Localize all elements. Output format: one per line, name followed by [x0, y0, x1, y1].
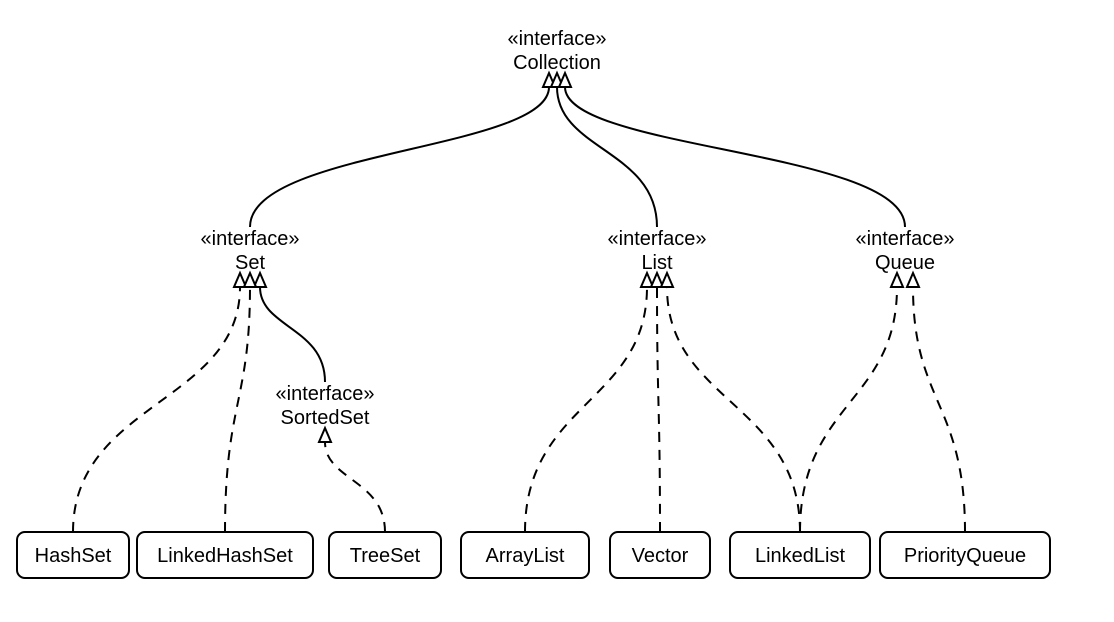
- class-PriorityQueue: PriorityQueue: [880, 532, 1050, 578]
- interface-name: Collection: [513, 52, 601, 74]
- class-LinkedHashSet: LinkedHashSet: [137, 532, 313, 578]
- edges: [73, 73, 965, 532]
- stereotype-label: «interface»: [276, 383, 375, 405]
- edge-LinkedHashSet-to-Set: [225, 287, 250, 532]
- edge-PriorityQueue-to-Queue: [913, 287, 965, 532]
- arrowhead: [661, 273, 673, 287]
- class-name: HashSet: [35, 545, 112, 567]
- edge-List-to-Collection: [557, 87, 657, 227]
- interface-name: List: [641, 252, 673, 274]
- interface-SortedSet: «interface»SortedSet: [276, 383, 375, 429]
- class-name: ArrayList: [486, 545, 565, 567]
- interface-name: Queue: [875, 252, 935, 274]
- stereotype-label: «interface»: [508, 28, 607, 50]
- edge-LinkedList-to-List: [667, 287, 800, 532]
- class-Vector: Vector: [610, 532, 710, 578]
- class-name: LinkedHashSet: [157, 545, 293, 567]
- collection-hierarchy-diagram: «interface»Collection«interface»Set«inte…: [0, 0, 1114, 622]
- interface-name: Set: [235, 252, 265, 274]
- interface-name: SortedSet: [281, 407, 370, 429]
- interfaces: «interface»Collection«interface»Set«inte…: [201, 28, 955, 429]
- arrowhead: [891, 273, 903, 287]
- class-name: LinkedList: [755, 545, 846, 567]
- class-ArrayList: ArrayList: [461, 532, 589, 578]
- edge-SortedSet-to-Set: [260, 287, 325, 382]
- interface-Queue: «interface»Queue: [856, 228, 955, 274]
- arrowhead: [907, 273, 919, 287]
- class-LinkedList: LinkedList: [730, 532, 870, 578]
- classes: HashSet LinkedHashSet TreeSet ArrayList Vect…: [17, 532, 1050, 578]
- interface-Set: «interface»Set: [201, 228, 300, 274]
- stereotype-label: «interface»: [201, 228, 300, 250]
- interface-List: «interface»List: [608, 228, 707, 274]
- edge-HashSet-to-Set: [73, 287, 240, 532]
- class-TreeSet: TreeSet: [329, 532, 441, 578]
- arrowhead: [319, 428, 331, 442]
- stereotype-label: «interface»: [608, 228, 707, 250]
- class-HashSet: HashSet: [17, 532, 129, 578]
- interface-Collection: «interface»Collection: [508, 28, 607, 74]
- edge-TreeSet-to-SortedSet: [325, 442, 385, 532]
- edge-Vector-to-List: [657, 287, 660, 532]
- edge-Set-to-Collection: [250, 87, 549, 227]
- edge-LinkedList-to-Queue: [800, 287, 897, 532]
- arrowhead: [244, 273, 256, 287]
- stereotype-label: «interface»: [856, 228, 955, 250]
- class-name: PriorityQueue: [904, 545, 1026, 567]
- edge-ArrayList-to-List: [525, 287, 647, 532]
- edge-Queue-to-Collection: [565, 87, 905, 227]
- class-name: Vector: [632, 545, 689, 567]
- class-name: TreeSet: [350, 545, 421, 567]
